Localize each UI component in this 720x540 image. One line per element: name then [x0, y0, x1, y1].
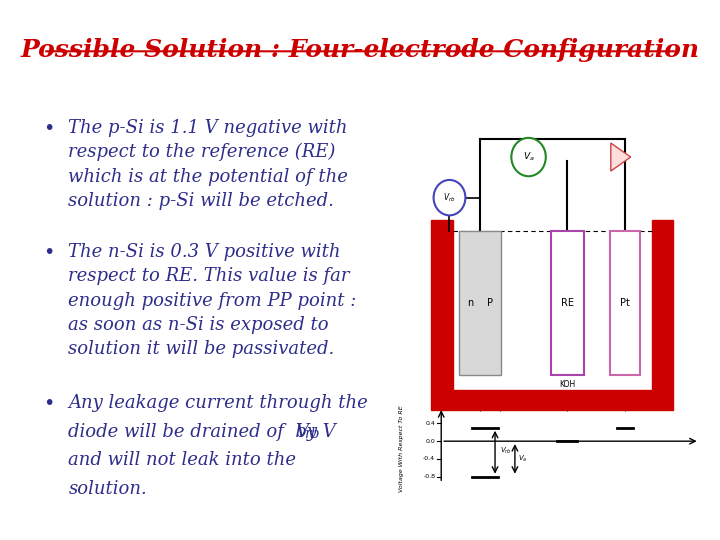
Text: $V_a$: $V_a$ — [518, 454, 528, 464]
Text: Pt: Pt — [620, 298, 630, 308]
Bar — [459, 231, 501, 375]
Text: n: n — [467, 298, 473, 308]
Circle shape — [433, 180, 465, 215]
Text: -0.4: -0.4 — [423, 456, 436, 461]
Text: RE: RE — [561, 298, 574, 308]
Text: P: P — [487, 298, 493, 308]
Text: •: • — [43, 243, 55, 262]
Text: and will not leak into the: and will not leak into the — [68, 451, 297, 469]
Text: -0.8: -0.8 — [423, 474, 436, 479]
Bar — [652, 220, 673, 389]
Text: Voltage With Respect To RE: Voltage With Respect To RE — [399, 406, 404, 492]
Text: diode will be drained of  by V: diode will be drained of by V — [68, 423, 336, 441]
Text: $V_{rb}$: $V_{rb}$ — [500, 446, 512, 456]
Text: The n-Si is 0.3 V positive with
respect to RE. This value is far
enough positive: The n-Si is 0.3 V positive with respect … — [68, 243, 357, 358]
Text: solution.: solution. — [68, 480, 147, 498]
Text: $V_{rb}$: $V_{rb}$ — [444, 191, 456, 204]
Text: KOH: KOH — [559, 380, 575, 389]
Text: 0.4: 0.4 — [426, 421, 436, 426]
Circle shape — [511, 138, 546, 176]
Text: Possible Solution : Four-electrode Configuration: Possible Solution : Four-electrode Confi… — [20, 38, 700, 62]
Bar — [610, 231, 640, 375]
Text: 0.0: 0.0 — [426, 438, 436, 444]
Text: The p-Si is 1.1 V negative with
respect to the reference (RE)
which is at the po: The p-Si is 1.1 V negative with respect … — [68, 119, 348, 210]
Text: rb: rb — [304, 427, 320, 441]
Text: •: • — [43, 394, 55, 413]
Bar — [551, 231, 584, 375]
Text: •: • — [43, 119, 55, 138]
Bar — [431, 389, 673, 410]
Text: V: V — [295, 423, 308, 441]
Text: Any leakage current through the: Any leakage current through the — [68, 394, 368, 412]
Polygon shape — [611, 143, 631, 171]
Bar — [431, 220, 453, 389]
Text: $V_a$: $V_a$ — [523, 151, 534, 163]
